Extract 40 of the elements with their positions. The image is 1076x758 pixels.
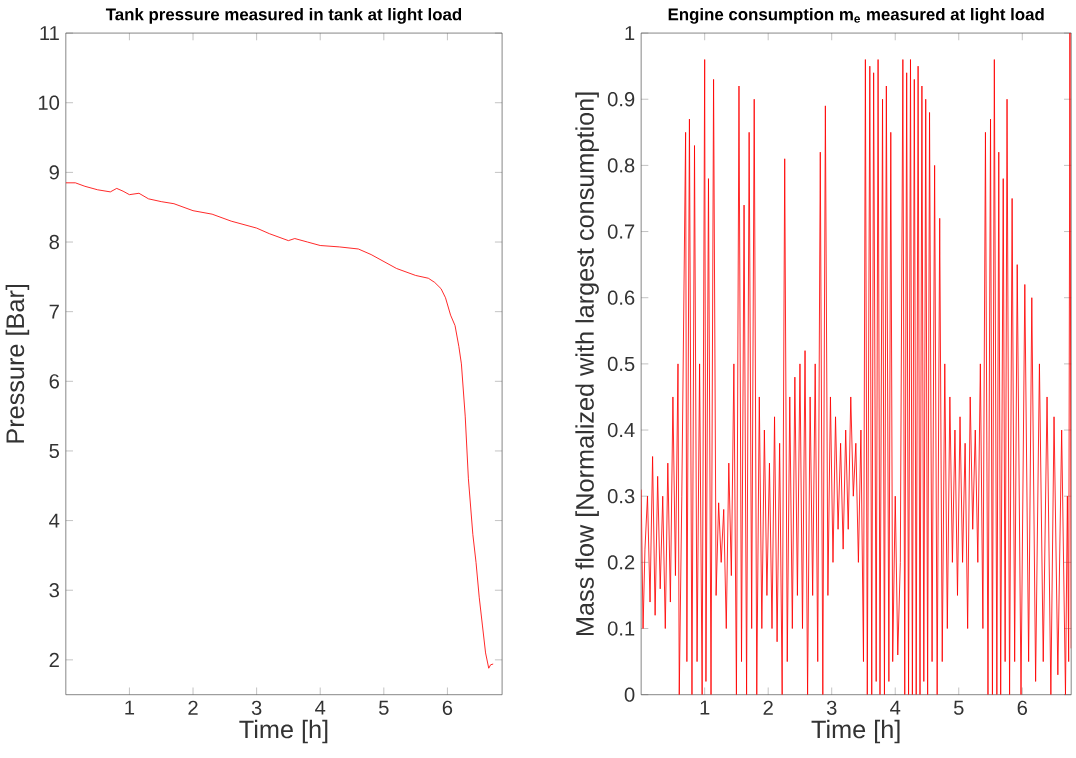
y-tick-label: 0.5 (607, 356, 635, 371)
y-tick-label: 4 (49, 513, 60, 528)
x-tick-label: 1 (125, 700, 135, 715)
x-tick-label: 3 (826, 700, 837, 715)
y-tick-label: 0.2 (607, 555, 635, 570)
y-axis-title: Pressure [Bar] (5, 284, 30, 443)
y-tick-label: 0.6 (607, 290, 635, 305)
x-axis-title: Time [h] (239, 719, 328, 744)
y-tick-label: 9 (49, 165, 59, 180)
x-axis-title: Time [h] (811, 719, 900, 744)
y-tick-label: 7 (49, 304, 59, 319)
x-tick-label: 2 (763, 700, 773, 715)
y-tick-label: 0.8 (607, 158, 635, 173)
x-tick-label: 2 (188, 700, 198, 715)
y-tick-label: 0 (624, 687, 635, 702)
x-tick-label: 5 (953, 700, 964, 715)
y-tick-label: 6 (49, 373, 59, 389)
y-tick-label: 0.4 (607, 422, 635, 437)
y-tick-label: 10 (38, 95, 60, 110)
x-tick-label: 3 (251, 700, 262, 715)
y-tick-label: 0.3 (607, 488, 635, 504)
y-tick-label: 0.1 (607, 621, 635, 636)
y-tick-label: 0.9 (607, 91, 635, 107)
x-tick-label: 1 (700, 700, 710, 715)
x-tick-label: 6 (442, 700, 453, 715)
y-tick-label: 1 (625, 25, 635, 40)
y-tick-label: 8 (49, 234, 59, 249)
chart-title: Tank pressure measured in tank at light load (105, 7, 462, 24)
y-tick-label: 0.7 (607, 224, 635, 239)
x-tick-label: 4 (315, 700, 326, 715)
y-tick-label: 11 (40, 25, 59, 40)
y-tick-label: 5 (49, 443, 60, 458)
y-tick-label: 2 (49, 652, 59, 667)
chart-title: Engine consumption m$_{e}$ measured at light load (668, 7, 1044, 24)
x-tick-label: 4 (890, 700, 901, 715)
line-series (641, 32, 1072, 695)
y-tick-label: 3 (49, 582, 59, 598)
x-tick-label: 5 (379, 700, 389, 715)
y-axis-title: Mass flow [Normalized with largest consumption] (575, 92, 599, 635)
x-tick-label: 6 (1017, 700, 1028, 715)
